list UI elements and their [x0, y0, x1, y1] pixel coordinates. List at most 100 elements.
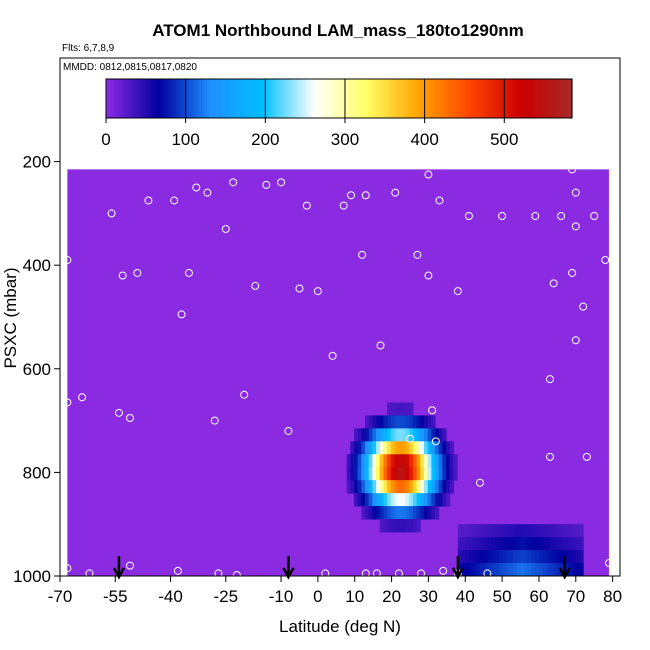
- heatmap-cell: [449, 454, 454, 468]
- sample-point: [240, 390, 249, 399]
- colorbar-segment: [333, 79, 338, 118]
- sample-point: [85, 569, 94, 576]
- heatmap-cell: [420, 467, 425, 481]
- heatmap-cell: [405, 467, 410, 481]
- colorbar-segment: [551, 79, 555, 118]
- heatmap-cell: [446, 493, 451, 507]
- heatmap-cell: [412, 441, 418, 455]
- heatmap-cell: [376, 454, 381, 468]
- colorbar-segment: [111, 79, 115, 118]
- colorbar-segment: [383, 79, 387, 118]
- heatmap-cell: [368, 428, 373, 442]
- heatmap-cell: [390, 519, 396, 533]
- y-tick-label: 1000: [13, 567, 51, 586]
- colorbar-segment: [150, 79, 154, 118]
- heatmap-cell: [365, 428, 370, 442]
- heatmap-cell: [390, 428, 396, 442]
- heatmap-cell: [401, 506, 407, 520]
- heatmap-cell: [379, 506, 384, 520]
- colorbar-segment: [533, 79, 537, 118]
- colorbar-segment: [256, 79, 260, 118]
- sample-point: [568, 268, 577, 277]
- heatmap-cell: [424, 441, 429, 455]
- colorbar-segment: [178, 79, 182, 118]
- colorbar-segment: [385, 79, 389, 118]
- heatmap-cell: [398, 428, 403, 442]
- colorbar-segment: [424, 79, 428, 118]
- sample-point: [173, 566, 182, 575]
- colorbar-segment: [287, 79, 291, 118]
- heatmap-cell: [401, 519, 407, 533]
- heatmap-cell: [431, 454, 436, 468]
- y-axis-label: PSXC (mbar): [1, 267, 20, 368]
- heatmap-cell: [438, 441, 443, 455]
- heatmap-cell: [568, 537, 573, 551]
- heatmap-cell: [401, 402, 407, 416]
- heatmap-cell: [416, 480, 421, 494]
- colorbar-segment: [155, 79, 159, 118]
- heatmap-cell: [476, 524, 481, 538]
- heatmap-cell: [368, 454, 373, 468]
- colorbar-segment: [271, 79, 275, 118]
- colorbar-segment: [520, 79, 524, 118]
- colorbar-segment: [447, 79, 451, 118]
- heatmap-cell: [416, 454, 421, 468]
- colorbar-segment: [538, 79, 542, 118]
- heatmap-cell: [509, 563, 514, 576]
- colorbar-segment: [509, 79, 514, 118]
- heatmap-cell: [354, 441, 359, 455]
- heatmap-cell: [487, 550, 492, 564]
- heatmap-cell: [472, 563, 477, 576]
- sample-points: [63, 160, 613, 576]
- x-tick-label: 40: [456, 587, 475, 606]
- colorbar-segment: [569, 79, 573, 118]
- heatmap-cell: [557, 537, 562, 551]
- heatmap-cell: [365, 467, 370, 481]
- heatmap-cell: [557, 524, 562, 538]
- heatmap-cell: [483, 550, 488, 564]
- heatmap-cell: [365, 441, 370, 455]
- colorbar-segment: [564, 79, 568, 118]
- heatmap-cell: [535, 537, 540, 551]
- heatmap-cell: [379, 428, 384, 442]
- sample-point: [394, 569, 403, 576]
- colorbar-segment: [522, 79, 526, 118]
- heatmap-cell: [383, 441, 388, 455]
- heatmap-cell: [531, 537, 536, 551]
- colorbar-segment: [377, 79, 382, 118]
- heatmap-cell: [405, 441, 410, 455]
- heatmap-cell: [376, 467, 381, 481]
- heatmap-cell: [420, 480, 425, 494]
- colorbar-segment: [139, 79, 143, 118]
- heatmap-cell: [357, 467, 362, 481]
- heatmap-cell: [491, 550, 496, 564]
- heatmap-cell: [491, 537, 496, 551]
- colorbar-segment: [419, 79, 423, 118]
- colorbar-segment: [452, 79, 457, 118]
- sample-point: [192, 183, 201, 192]
- colorbar-segment: [559, 79, 563, 118]
- heatmap-cell: [575, 537, 580, 551]
- sample-point: [424, 170, 433, 179]
- heatmap-cell: [453, 467, 458, 481]
- heatmap-cell: [538, 563, 544, 576]
- heatmap-cell: [550, 524, 555, 538]
- arrow-head: [558, 567, 571, 580]
- colorbar-segment: [168, 79, 172, 118]
- colorbar-segment: [206, 79, 211, 118]
- heatmap-cell: [376, 415, 381, 429]
- colorbar-segment: [566, 79, 571, 118]
- heatmap-cell: [416, 467, 421, 481]
- colorbar-segment: [388, 79, 392, 118]
- heatmap-cell: [405, 493, 410, 507]
- heatmap-cell: [520, 524, 525, 538]
- sample-point: [63, 564, 72, 573]
- heatmap-cell: [468, 524, 474, 538]
- heatmap-cell: [438, 493, 443, 507]
- heatmap-cell: [350, 441, 355, 455]
- heatmap-cell: [376, 428, 381, 442]
- heatmap-cell: [346, 454, 351, 468]
- heatmap-cell: [387, 402, 392, 416]
- heatmap-cell: [487, 563, 492, 576]
- x-tick-label: 0: [313, 587, 322, 606]
